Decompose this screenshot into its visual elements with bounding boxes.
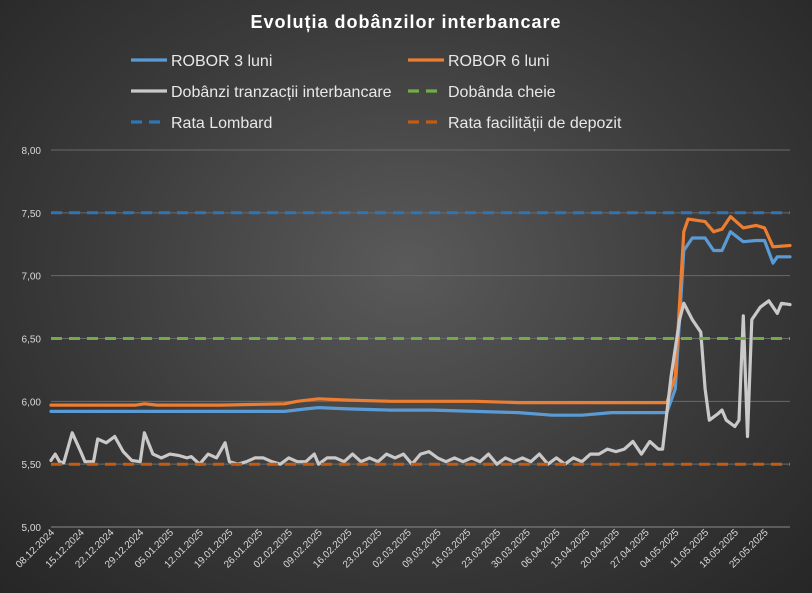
series-group <box>49 211 792 466</box>
y-axis: 5,00 5,50 6,00 6,50 7,00 7,50 8,00 <box>22 146 42 534</box>
y-tick-label: 6,50 <box>22 335 42 346</box>
chart-title: Evoluția dobânzilor interbancare <box>250 12 561 32</box>
legend-label: Rata facilității de depozit <box>448 115 622 132</box>
series-line-robor-6-luni <box>49 215 792 407</box>
y-tick-label: 8,00 <box>22 146 42 157</box>
series-line-dob-nzi-tranzac-ii-interbancare <box>49 299 792 466</box>
y-tick-label: 5,00 <box>22 523 42 534</box>
y-tick-label: 7,50 <box>22 209 42 220</box>
x-axis: 08.12.202415.12.202422.12.202429.12.2024… <box>14 526 790 571</box>
legend-label: Dobânzi tranzacții interbancare <box>171 84 392 101</box>
y-tick-label: 5,50 <box>22 460 42 471</box>
legend-label: ROBOR 6 luni <box>448 53 549 70</box>
series-line-robor-3-luni <box>49 230 792 417</box>
legend-label: Dobânda cheie <box>448 84 556 101</box>
y-tick-label: 7,00 <box>22 272 42 283</box>
legend-label: ROBOR 3 luni <box>171 53 272 70</box>
y-tick-label: 6,00 <box>22 397 42 408</box>
legend-label: Rata Lombard <box>171 115 272 132</box>
legend: ROBOR 3 luni ROBOR 6 luni Dobânzi tranzacț… <box>131 53 622 132</box>
